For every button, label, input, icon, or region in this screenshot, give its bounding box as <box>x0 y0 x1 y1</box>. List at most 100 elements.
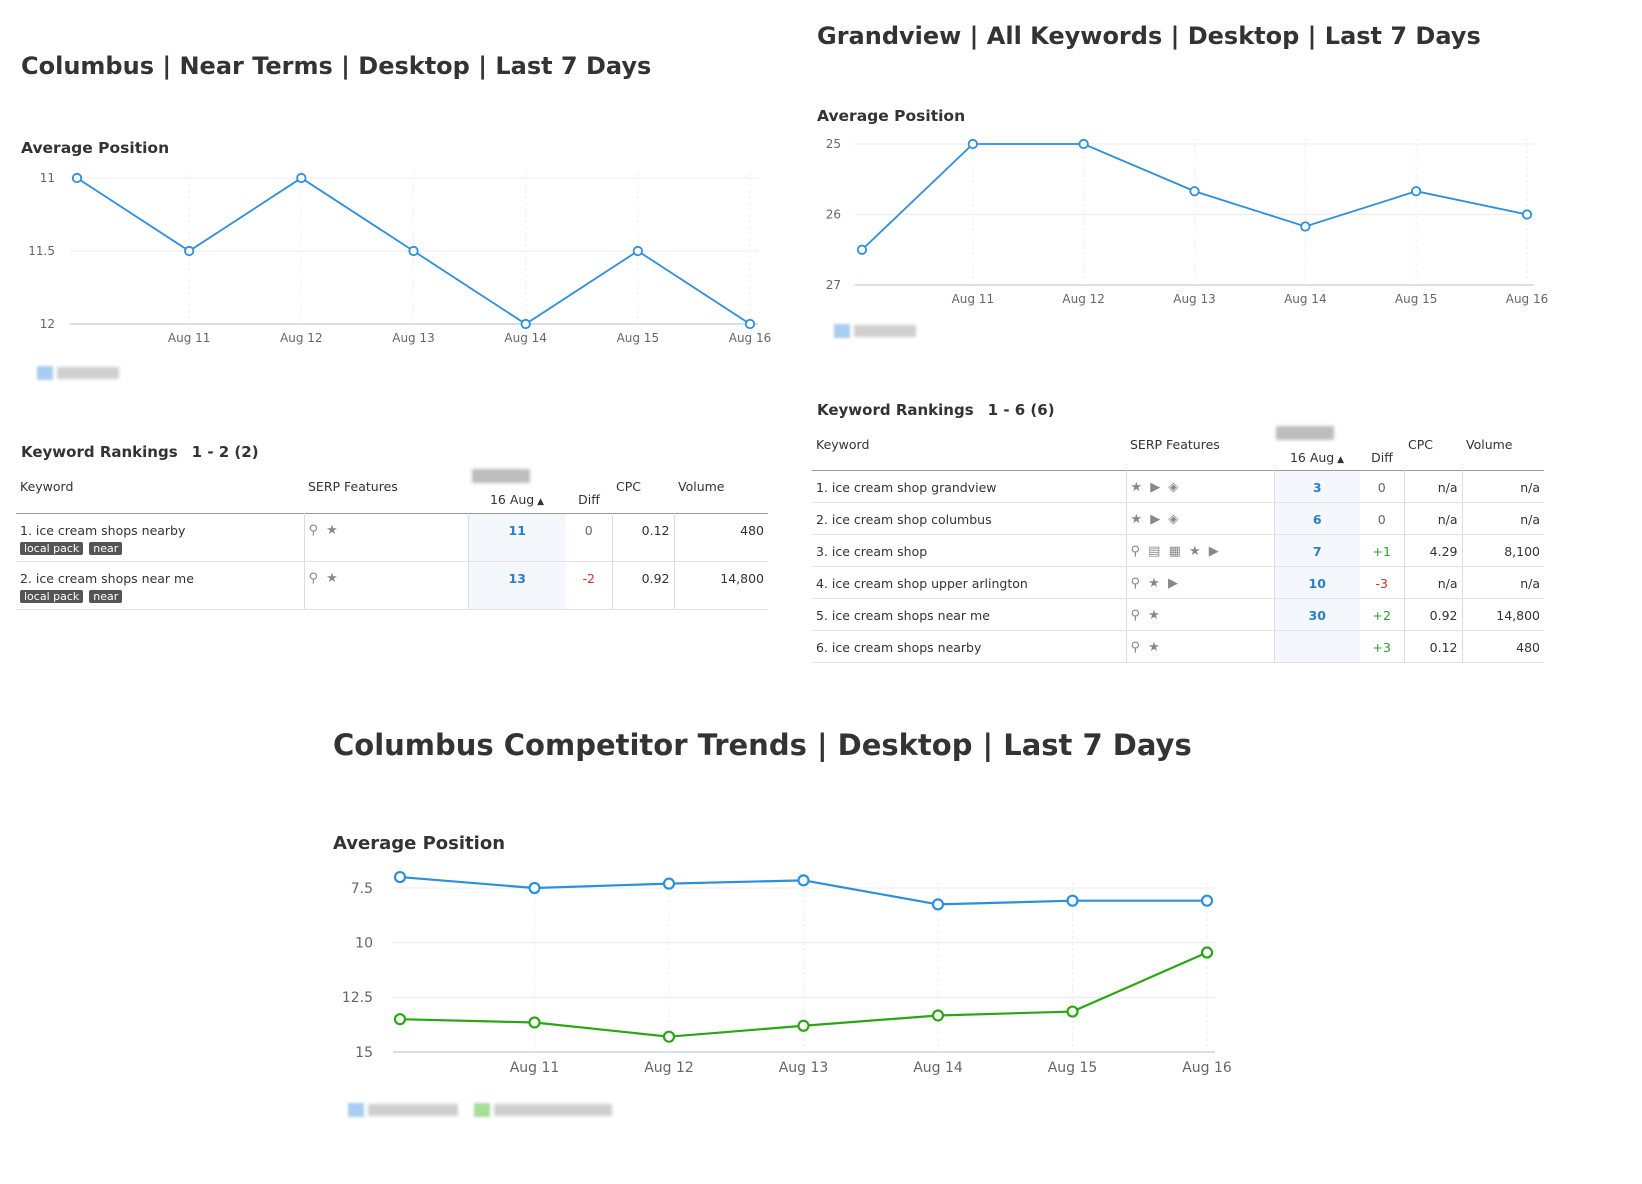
keyword-text[interactable]: 6. ice cream shops nearby <box>816 639 982 655</box>
table-row[interactable]: 4. ice cream shop upper arlington ⚲ ★ ▶ 10… <box>812 566 1544 599</box>
position-cell[interactable]: 11 <box>467 513 566 562</box>
data-point[interactable] <box>1078 138 1089 150</box>
col-keyword[interactable]: Keyword <box>816 437 870 452</box>
position-cell[interactable]: 13 <box>467 561 566 610</box>
data-point[interactable] <box>1189 186 1200 197</box>
serp-features-cell: ⚲ ★ <box>1125 630 1274 663</box>
data-point[interactable] <box>1521 209 1533 220</box>
serp-feature-icons: ⚲ ★ ▶ <box>1130 575 1180 591</box>
cpc-cell: 4.29 <box>1403 534 1462 567</box>
columbus-legend[interactable] <box>37 366 119 380</box>
grandview-legend[interactable] <box>834 324 916 338</box>
data-point[interactable] <box>71 172 83 184</box>
data-point[interactable] <box>528 1016 541 1029</box>
serp-feature-icons: ★ ▶ ◈ <box>1130 479 1181 495</box>
col-cpc[interactable]: CPC <box>1408 437 1433 452</box>
data-point[interactable] <box>632 245 643 257</box>
col-date[interactable]: 16 Aug ▲ <box>468 479 566 513</box>
data-point[interactable] <box>797 1019 810 1032</box>
keyword-text[interactable]: 5. ice cream shops near me <box>816 607 990 623</box>
diff-cell: +2 <box>1360 598 1404 631</box>
keyword-text[interactable]: 1. ice cream shop grandview <box>816 479 997 495</box>
x-tick-label: Aug 13 <box>392 331 435 345</box>
keyword-text[interactable]: 3. ice cream shop <box>816 543 928 559</box>
redacted-date-header <box>472 469 530 483</box>
y-tick-label: 26 <box>826 208 841 222</box>
position-cell[interactable] <box>1273 630 1360 663</box>
volume-cell: 14,800 <box>673 561 768 610</box>
position-cell[interactable]: 30 <box>1273 598 1360 631</box>
x-tick-label: Aug 16 <box>1506 292 1549 306</box>
data-point[interactable] <box>408 245 419 257</box>
data-point[interactable] <box>520 318 531 330</box>
col-date-label: 16 Aug <box>489 492 535 507</box>
sort-up-icon: ▲ <box>1334 455 1345 465</box>
y-tick-label: 10 <box>355 936 373 952</box>
data-point[interactable] <box>393 1013 407 1026</box>
data-point[interactable] <box>1066 1005 1079 1018</box>
data-point[interactable] <box>528 881 541 895</box>
keyword-text[interactable]: 2. ice cream shops near me <box>20 570 194 586</box>
data-point[interactable] <box>856 244 868 255</box>
keyword-cell: 2. ice cream shops near me local pack near <box>16 561 304 610</box>
diff-cell: -3 <box>1360 566 1404 599</box>
competitor-chart-title: Average Position <box>333 833 506 854</box>
competitor-average-position-chart: 7.5 10 12.5 15 Aug 11 Aug 12 Aug 13 Aug 14 Aug 1… <box>342 870 1232 1076</box>
data-point[interactable] <box>1066 894 1079 907</box>
diff-cell: 0 <box>1360 470 1404 503</box>
data-point[interactable] <box>931 898 945 911</box>
volume-cell: n/a <box>1461 470 1544 503</box>
table-row[interactable]: 5. ice cream shops near me ⚲ ★ 30 +2 0.92 14,… <box>812 598 1544 631</box>
col-volume[interactable]: Volume <box>678 479 725 494</box>
col-serp-features[interactable]: SERP Features <box>308 479 398 494</box>
table-row[interactable]: 3. ice cream shop ⚲ ▤ ▦ ★ ▶ 7 +1 4.29 8,100 <box>812 534 1544 567</box>
grandview-keyword-table: Keyword SERP Features 16 Aug ▲ Diff CPC … <box>812 437 1544 663</box>
position-cell[interactable]: 3 <box>1273 470 1360 503</box>
col-volume[interactable]: Volume <box>1466 437 1513 452</box>
data-point[interactable] <box>1300 221 1311 232</box>
x-tick-label: Aug 13 <box>1173 292 1216 306</box>
grandview-average-position-chart: 25 26 27 Aug 11 Aug 12 Aug 13 Aug 14 Aug 15 Aug … <box>826 137 1549 306</box>
col-diff[interactable]: Diff <box>578 492 600 507</box>
grandview-chart-title: Average Position <box>817 107 966 125</box>
data-point[interactable] <box>797 874 810 887</box>
y-tick-label: 7.5 <box>351 881 373 897</box>
y-tick-label: 12 <box>40 317 55 331</box>
col-cpc[interactable]: CPC <box>616 479 641 494</box>
x-tick-label: Aug 11 <box>952 292 995 306</box>
data-point[interactable] <box>1411 186 1422 197</box>
x-tick-label: Aug 16 <box>729 331 772 345</box>
position-cell[interactable]: 6 <box>1273 502 1360 535</box>
position-cell[interactable]: 7 <box>1273 534 1360 567</box>
rankings-range: 1 - 6 (6) <box>987 401 1055 419</box>
data-point[interactable] <box>967 138 978 150</box>
table-row[interactable]: 2. ice cream shops near me local pack near… <box>16 561 768 610</box>
data-point[interactable] <box>1200 894 1214 907</box>
col-date[interactable]: 16 Aug ▲ <box>1274 437 1360 470</box>
data-point[interactable] <box>296 172 307 184</box>
x-tick-label: Aug 12 <box>280 331 323 345</box>
serp-feature-icons: ⚲ ▤ ▦ ★ ▶ <box>1130 543 1221 559</box>
data-point[interactable] <box>662 1030 676 1043</box>
keyword-text[interactable]: 1. ice cream shops nearby <box>20 522 186 538</box>
col-serp-features[interactable]: SERP Features <box>1130 437 1220 452</box>
data-point[interactable] <box>662 877 676 890</box>
data-point[interactable] <box>1200 946 1214 959</box>
keyword-text[interactable]: 2. ice cream shop columbus <box>816 511 992 527</box>
position-cell[interactable]: 10 <box>1273 566 1360 599</box>
data-point[interactable] <box>744 318 756 330</box>
competitor-legend-item-2[interactable] <box>474 1103 612 1117</box>
col-keyword[interactable]: Keyword <box>20 479 74 494</box>
data-point[interactable] <box>931 1009 945 1022</box>
serp-features-cell: ★ ▶ ◈ <box>1125 470 1274 503</box>
col-diff[interactable]: Diff <box>1371 450 1393 465</box>
table-row[interactable]: 2. ice cream shop columbus ★ ▶ ◈ 6 0 n/a n/a <box>812 502 1544 535</box>
table-row[interactable]: 1. ice cream shops nearby local pack near ⚲… <box>16 513 768 562</box>
keyword-text[interactable]: 4. ice cream shop upper arlington <box>816 575 1028 591</box>
table-row[interactable]: 1. ice cream shop grandview ★ ▶ ◈ 3 0 n/a n/a <box>812 470 1544 503</box>
rankings-title-text: Keyword Rankings <box>21 443 178 461</box>
table-row[interactable]: 6. ice cream shops nearby ⚲ ★ +3 0.12 480 <box>812 630 1544 663</box>
data-point[interactable] <box>184 245 195 257</box>
data-point[interactable] <box>393 870 407 884</box>
competitor-legend-item-1[interactable] <box>348 1103 458 1117</box>
